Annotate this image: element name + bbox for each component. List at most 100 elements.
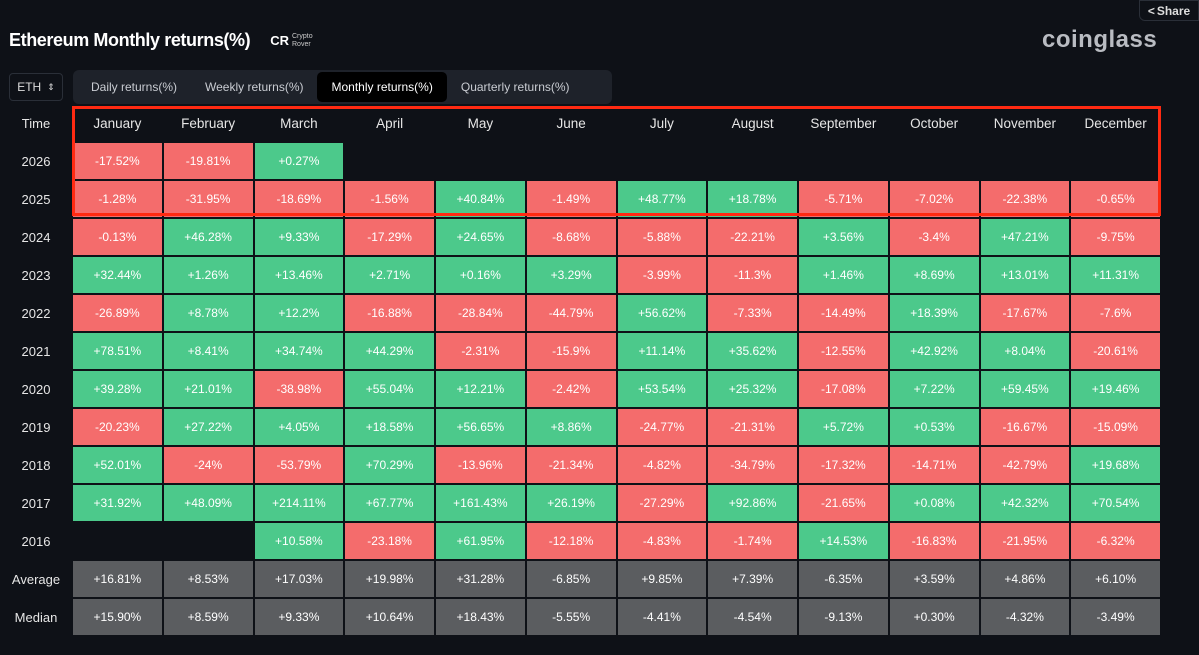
return-cell: +7.22% (888, 370, 980, 408)
crypto-rover-logo: CR Crypto Rover (270, 32, 313, 49)
share-icon: < (1147, 3, 1155, 18)
return-cell: -20.61% (1070, 332, 1161, 370)
return-cell: -1.56% (344, 180, 435, 218)
return-cell: +67.77% (344, 484, 435, 522)
month-header-january: January (93, 115, 142, 131)
return-cell: -7.33% (707, 294, 798, 332)
return-cell: -26.89% (72, 294, 163, 332)
return-cell: +32.44% (72, 256, 163, 294)
return-cell: -24% (162, 446, 254, 484)
return-cell: -53.79% (253, 446, 345, 484)
return-cell (888, 142, 980, 180)
return-cell: -21.95% (979, 522, 1071, 560)
return-cell: -4.83% (616, 522, 708, 560)
return-cell: -34.79% (707, 446, 798, 484)
return-cell: -42.79% (979, 446, 1071, 484)
table-row: 2019 -20.23% +27.22% +4.05% +18.58% +56.65% +8… (0, 408, 1161, 446)
returns-table: Time January February March April May June July… (0, 104, 1161, 636)
month-header-december: December (1084, 115, 1147, 131)
row-label: 2022 (21, 305, 51, 321)
table-row: 2017 +31.92% +48.09% +214.11% +67.77% +161.43… (0, 484, 1161, 522)
share-button[interactable]: < Share (1139, 0, 1199, 21)
return-cell: +0.30% (888, 598, 980, 636)
return-cell: +10.58% (253, 522, 345, 560)
return-cell: -4.32% (979, 598, 1071, 636)
return-cell: +12.2% (253, 294, 345, 332)
return-cell: +1.26% (162, 256, 254, 294)
return-cell: +18.78% (707, 180, 798, 218)
row-label: 2020 (21, 381, 51, 397)
tab-weekly[interactable]: Weekly returns(%) (205, 80, 304, 94)
return-cell: -22.21% (707, 218, 798, 256)
return-cell (979, 142, 1071, 180)
return-cell: +0.53% (888, 408, 980, 446)
return-cell: +7.39% (707, 560, 798, 598)
asset-selector[interactable]: ETH ⇕ (9, 73, 63, 101)
table-header-row: Time January February March April May June July… (0, 104, 1161, 142)
row-label: Average (11, 571, 61, 587)
return-cell: +4.86% (979, 560, 1071, 598)
return-cell: -3.99% (616, 256, 708, 294)
return-cell: +31.92% (72, 484, 163, 522)
return-cell: -6.32% (1070, 522, 1161, 560)
return-cell: -23.18% (344, 522, 435, 560)
return-cell: -2.42% (525, 370, 617, 408)
return-cell: +52.01% (72, 446, 163, 484)
return-cell: -5.71% (798, 180, 889, 218)
row-label: 2018 (21, 457, 51, 473)
return-cell: +42.32% (979, 484, 1071, 522)
return-cell: +8.69% (888, 256, 980, 294)
return-cell: +9.33% (253, 598, 345, 636)
return-cell: +8.53% (162, 560, 254, 598)
return-cell: +8.04% (979, 332, 1071, 370)
return-cell: -7.6% (1070, 294, 1161, 332)
row-label: Median (14, 609, 58, 625)
return-cell: +40.84% (435, 180, 526, 218)
month-header-june: June (556, 115, 586, 131)
return-cell: -3.49% (1070, 598, 1161, 636)
return-cell: +59.45% (979, 370, 1071, 408)
page-title: Ethereum Monthly returns(%) (9, 30, 251, 50)
return-cell: +3.59% (888, 560, 980, 598)
return-cell: -6.85% (525, 560, 617, 598)
return-cell: -9.13% (798, 598, 889, 636)
tab-monthly[interactable]: Monthly returns(%) (317, 72, 447, 102)
returns-tabs: Daily returns(%) Weekly returns(%) Monthly… (73, 70, 612, 104)
time-header: Time (21, 115, 51, 131)
return-cell: -4.82% (616, 446, 708, 484)
return-cell: +8.41% (162, 332, 254, 370)
return-cell: -1.49% (525, 180, 617, 218)
return-cell: +34.74% (253, 332, 345, 370)
return-cell: -28.84% (435, 294, 526, 332)
return-cell: +4.05% (253, 408, 345, 446)
return-cell: -14.71% (888, 446, 980, 484)
return-cell: +5.72% (798, 408, 889, 446)
month-header-september: September (810, 115, 877, 131)
return-cell: +35.62% (707, 332, 798, 370)
return-cell: +11.14% (616, 332, 708, 370)
return-cell: -44.79% (525, 294, 617, 332)
month-header-august: August (731, 115, 774, 131)
month-header-may: May (467, 115, 494, 131)
return-cell: +13.46% (253, 256, 345, 294)
return-cell: +18.43% (435, 598, 526, 636)
table-row: 2021 +78.51% +8.41% +34.74% +44.29% -2.31% -15… (0, 332, 1161, 370)
return-cell: +11.31% (1070, 256, 1161, 294)
return-cell: -16.88% (344, 294, 435, 332)
return-cell: +42.92% (888, 332, 980, 370)
return-cell: +55.04% (344, 370, 435, 408)
return-cell (707, 142, 798, 180)
table-row: 2024 -0.13% +46.28% +9.33% -17.29% +24.65% -8.… (0, 218, 1161, 256)
updown-chevron-icon: ⇕ (47, 81, 55, 92)
tab-daily[interactable]: Daily returns(%) (91, 80, 178, 94)
title-bar: Ethereum Monthly returns(%) CR Crypto Rov… (9, 30, 326, 51)
return-cell: -31.95% (162, 180, 254, 218)
return-cell: -7.02% (888, 180, 980, 218)
return-cell: -22.38% (979, 180, 1071, 218)
return-cell: -38.98% (253, 370, 345, 408)
return-cell: +18.58% (344, 408, 435, 446)
return-cell: +21.01% (162, 370, 254, 408)
return-cell: -1.28% (72, 180, 163, 218)
return-cell: +214.11% (253, 484, 345, 522)
tab-quarterly[interactable]: Quarterly returns(%) (460, 80, 570, 94)
